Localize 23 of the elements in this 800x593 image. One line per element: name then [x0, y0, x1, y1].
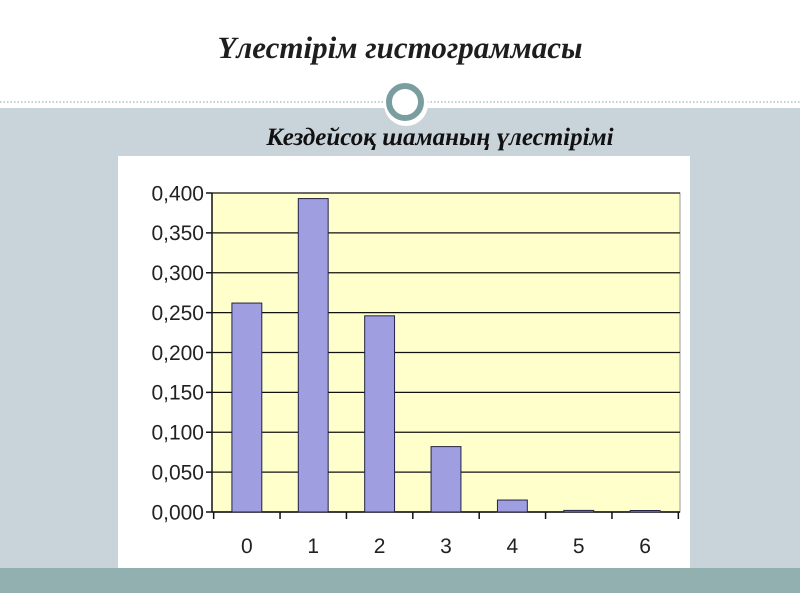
y-tick-label: 0,000	[151, 501, 204, 524]
bar	[364, 315, 396, 512]
y-tick-label: 0,300	[151, 262, 204, 286]
bar	[496, 500, 528, 512]
bar	[231, 302, 262, 512]
x-tick-label: 0	[241, 535, 253, 558]
y-tick-label: 0,100	[151, 422, 204, 445]
x-tick-label: 3	[440, 535, 452, 558]
chart-subtitle: Кездейсоқ шаманың үлестірімі	[265, 124, 614, 151]
x-tick-label: 1	[307, 535, 320, 558]
bar	[430, 446, 462, 512]
y-tick-label: 0,250	[151, 302, 204, 325]
chart-title: Үлестірім гистограммасы	[217, 30, 583, 65]
y-tick-label: 0,050	[151, 461, 204, 484]
y-tick-label: 0,150	[151, 382, 204, 405]
y-tick-label: 0,400	[151, 182, 204, 206]
bar	[298, 198, 329, 512]
x-tick-label: 2	[374, 535, 386, 558]
x-tick-label: 4	[506, 535, 519, 558]
y-tick-label: 0,350	[151, 222, 204, 246]
x-tick-label: 5	[572, 535, 585, 558]
y-tick-label: 0,200	[151, 342, 204, 365]
x-tick-label: 6	[639, 535, 651, 558]
